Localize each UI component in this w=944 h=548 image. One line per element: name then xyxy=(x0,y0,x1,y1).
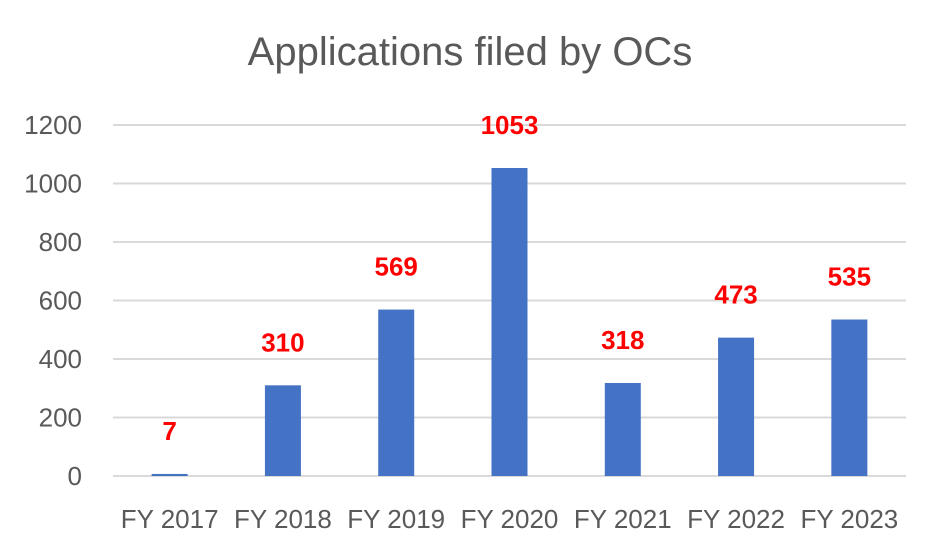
bar xyxy=(264,385,301,476)
bar xyxy=(604,382,641,476)
data-label: 535 xyxy=(828,262,871,292)
y-tick-label: 1000 xyxy=(24,169,82,199)
x-tick-label: FY 2019 xyxy=(347,504,445,534)
x-tick-label: FY 2023 xyxy=(800,504,898,534)
data-labels: 7 310 569 1053 318 473 535 xyxy=(162,110,871,446)
chart-title: Applications filed by OCs xyxy=(248,30,693,74)
y-tick-label: 200 xyxy=(39,403,82,433)
x-axis-ticks: FY 2017 FY 2018 FY 2019 FY 2020 FY 2021 FY 20… xyxy=(121,504,899,534)
y-tick-label: 1200 xyxy=(24,110,82,140)
x-tick-label: FY 2022 xyxy=(687,504,785,534)
y-tick-label: 800 xyxy=(39,227,82,257)
data-label: 473 xyxy=(714,280,757,310)
x-tick-label: FY 2020 xyxy=(461,504,559,534)
y-tick-label: 400 xyxy=(39,344,82,374)
bar xyxy=(151,473,188,476)
bars xyxy=(151,167,868,476)
data-label: 1053 xyxy=(481,110,539,140)
data-label: 310 xyxy=(261,327,304,357)
x-tick-label: FY 2021 xyxy=(574,504,672,534)
data-label: 7 xyxy=(162,416,176,446)
x-tick-label: FY 2018 xyxy=(234,504,332,534)
bar xyxy=(491,167,528,476)
bar xyxy=(831,319,868,476)
data-label: 569 xyxy=(375,252,418,282)
y-axis-ticks: 0 200 400 600 800 1000 1200 xyxy=(24,110,82,491)
data-label: 318 xyxy=(601,325,644,355)
bar xyxy=(718,337,755,476)
bar xyxy=(378,309,415,476)
y-tick-label: 600 xyxy=(39,286,82,316)
y-tick-label: 0 xyxy=(68,461,82,491)
x-tick-label: FY 2017 xyxy=(121,504,219,534)
